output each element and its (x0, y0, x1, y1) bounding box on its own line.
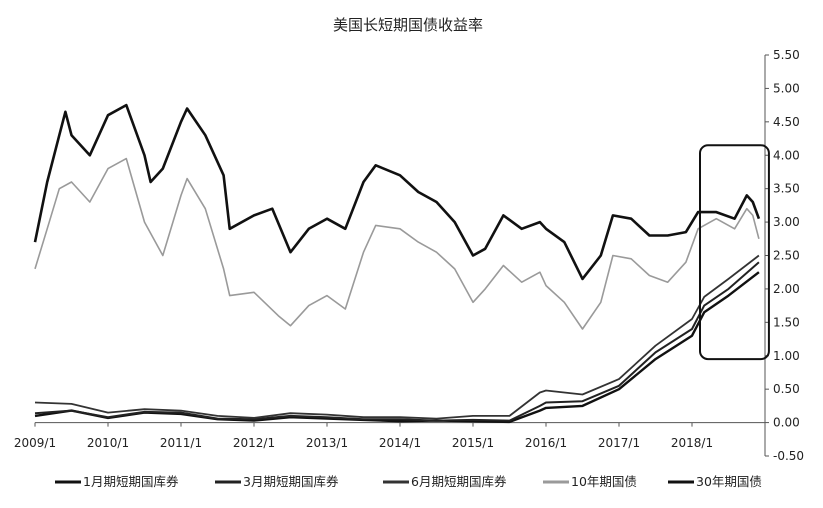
legend-label: 30年期国债 (696, 474, 762, 489)
y-tick-label: 4.00 (773, 148, 800, 162)
x-tick-label: 2013/1 (306, 436, 348, 450)
axes: 2009/1 2010/1 2011/1 2012/1 2013/1 2014/1 2015… (14, 48, 804, 463)
legend: 1月期短期国库券 3月期短期国库券 6月期短期国库券 10年期国债 30年期国债 (55, 474, 762, 489)
y-tick-label: 3.50 (773, 182, 800, 196)
y-tick-label: 4.50 (773, 115, 800, 129)
legend-label: 3月期短期国库券 (243, 474, 339, 489)
x-tick-label: 2010/1 (87, 436, 129, 450)
legend-label: 1月期短期国库券 (83, 474, 179, 489)
series-line-1 (34, 271, 760, 424)
y-tick-label: 2.00 (773, 282, 800, 296)
highlight-box (699, 144, 770, 361)
y-tick-label: 1.00 (773, 349, 800, 363)
x-tick-label: 2011/1 (160, 436, 202, 450)
series-line-5 (33, 103, 761, 281)
legend-label: 10年期国债 (571, 474, 637, 489)
y-tick-label: 3.00 (773, 215, 800, 229)
series-line-3 (34, 254, 760, 420)
x-tick-label: 2016/1 (525, 436, 567, 450)
y-tick-label: 0.00 (773, 416, 800, 430)
y-tick-label: 5.00 (773, 81, 800, 95)
series-line-4 (34, 157, 760, 330)
y-tick-label: 2.50 (773, 249, 800, 263)
x-tick-label: 2009/1 (14, 436, 56, 450)
x-tick-label: 2017/1 (598, 436, 640, 450)
x-tick-label: 2012/1 (233, 436, 275, 450)
chart-title: 美国长短期国债收益率 (333, 16, 483, 34)
x-tick-label: 2014/1 (379, 436, 421, 450)
series-line-2 (34, 261, 760, 422)
y-tick-label: 0.50 (773, 382, 800, 396)
y-tick-label: 1.50 (773, 315, 800, 329)
y-tick-label: -0.50 (773, 449, 804, 463)
legend-label: 6月期短期国库券 (411, 474, 507, 489)
x-tick-label: 2015/1 (452, 436, 494, 450)
x-tick-label: 2018/1 (671, 436, 713, 450)
plot-area (33, 103, 770, 424)
y-tick-label: 5.50 (773, 48, 800, 62)
